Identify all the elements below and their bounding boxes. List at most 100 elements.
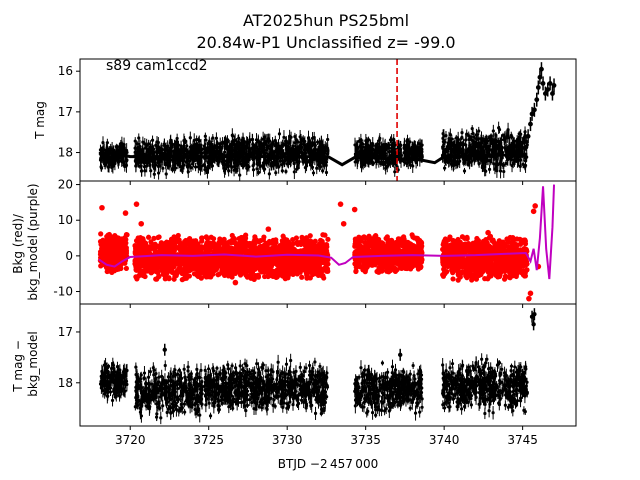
mag-point [355,144,359,149]
mag-point [359,164,364,168]
mag-point [280,143,285,148]
mag-point [326,137,330,142]
mag-point [453,151,457,156]
mag-point [170,168,175,172]
mag-point [353,152,358,156]
y-tick-label: 18 [58,146,73,160]
mag-point [469,136,473,140]
mag-point [231,134,235,138]
mag-point [480,141,484,145]
mag-point [229,164,233,168]
mag-rise-point [540,81,546,86]
mag-point [407,152,412,156]
mag-point [199,166,203,170]
mag-point [267,172,271,176]
mag-point [284,158,288,162]
mag-point [420,147,424,151]
mag-point [178,150,182,154]
mag-point [502,169,506,174]
mag-point [405,152,409,156]
mag-point [391,141,395,146]
mag-point [486,146,490,150]
mag-rise-point [532,107,537,113]
mag-point [122,163,126,167]
mag-point [245,141,249,145]
bkg-point [99,238,105,245]
mag-point [315,166,319,170]
bkg-point [171,234,177,240]
mag-point [288,159,292,163]
mag-point [317,163,322,167]
mag-point [520,148,524,153]
mag-point [137,148,141,152]
mag-point [391,149,396,153]
mag-point [495,140,499,144]
mag-point [232,164,236,169]
plot-area [97,184,556,302]
mag-point [321,169,325,173]
mag-point [140,169,144,173]
bkg-point [116,253,123,259]
mag-point [238,173,242,177]
mag-point [380,153,384,157]
mag-point [485,156,489,160]
bkg-point [198,275,204,281]
chart-title-line2: 20.84w-P1 Unclassified z= -99.0 [196,33,455,52]
mag-point [125,158,129,162]
mag-point [458,141,463,145]
mag-point [232,138,237,142]
mag-point [295,157,299,161]
mag-point [443,140,447,144]
mag-point [158,149,162,154]
mag-point [324,145,328,150]
mag-point [494,162,498,166]
bkg-point [98,263,104,269]
mag-point [498,150,502,154]
mag-point [256,170,261,175]
mag-point [161,166,165,170]
mag-point [99,165,103,169]
mag-point [101,149,105,153]
mag-point [236,145,240,149]
bkg-point [107,245,113,251]
mag-point [523,165,527,169]
mag-point [441,132,445,136]
mag-point [149,169,153,173]
mag-point [465,151,469,155]
mag-point [106,165,110,169]
mag-point [458,147,462,152]
mag-point [410,153,415,157]
mag-point [216,145,220,149]
mag-point [156,164,160,168]
bkg-point [106,241,112,247]
mag-point [381,162,385,167]
mag-point [259,143,263,147]
mag-point [514,139,519,143]
mag-point [182,152,187,156]
mag-point [203,152,207,156]
mag-point [493,149,497,153]
mag-point [510,163,514,168]
bkg-point [100,249,106,255]
mag-point [322,151,327,155]
mag-point [448,132,452,137]
mag-point [497,145,501,150]
mag-point [117,145,122,149]
mag-point [207,159,212,164]
mag-point [153,162,157,166]
mag-point [101,141,105,145]
mag-point [364,159,368,163]
mag-point [274,141,278,145]
mag-point [105,141,109,145]
mag-point [462,160,467,164]
mag-point [261,137,265,141]
mag-point [152,172,156,176]
mag-point [186,164,190,168]
mag-point [489,136,493,140]
mag-point [474,150,478,154]
bkg-point [151,235,157,241]
mag-point [228,158,233,162]
mag-point [408,163,413,167]
mag-point [456,138,461,142]
